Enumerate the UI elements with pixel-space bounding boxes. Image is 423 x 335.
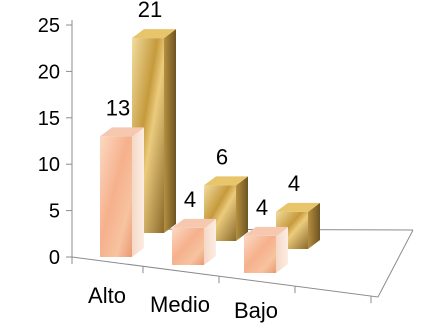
category-label: Alto bbox=[88, 283, 126, 308]
bar bbox=[244, 226, 288, 273]
bar bbox=[172, 218, 216, 265]
bar-top bbox=[100, 127, 144, 137]
category-label: Medio bbox=[150, 292, 210, 317]
bar-front bbox=[172, 227, 204, 265]
bar-front bbox=[100, 136, 132, 257]
data-label: 4 bbox=[184, 187, 196, 212]
bar-side bbox=[164, 29, 176, 234]
bar-side bbox=[132, 127, 144, 257]
data-label: 4 bbox=[256, 195, 268, 220]
bar-side bbox=[276, 226, 288, 273]
y-tick-label: 5 bbox=[49, 201, 60, 223]
y-tick-label: 0 bbox=[49, 247, 60, 269]
floor-outline bbox=[71, 229, 414, 298]
bar-top bbox=[132, 29, 176, 39]
y-tick-label: 20 bbox=[38, 61, 60, 83]
bar-top bbox=[244, 226, 288, 236]
bars bbox=[100, 29, 320, 273]
data-label: 6 bbox=[216, 144, 228, 169]
bar bbox=[100, 127, 144, 257]
y-tick-label: 25 bbox=[38, 15, 60, 37]
data-label: 4 bbox=[288, 171, 300, 196]
category-label: Bajo bbox=[234, 298, 278, 323]
bar-top bbox=[276, 202, 320, 212]
y-tick-label: 15 bbox=[38, 108, 60, 130]
data-label: 13 bbox=[106, 95, 130, 120]
bar-top bbox=[172, 218, 216, 228]
data-label: 21 bbox=[138, 0, 162, 22]
bar-side bbox=[204, 218, 216, 265]
bar-side bbox=[308, 202, 320, 249]
bar-side bbox=[236, 176, 248, 241]
y-tick-label: 10 bbox=[38, 154, 60, 176]
bar-front bbox=[244, 235, 276, 273]
bar-top bbox=[204, 176, 248, 186]
